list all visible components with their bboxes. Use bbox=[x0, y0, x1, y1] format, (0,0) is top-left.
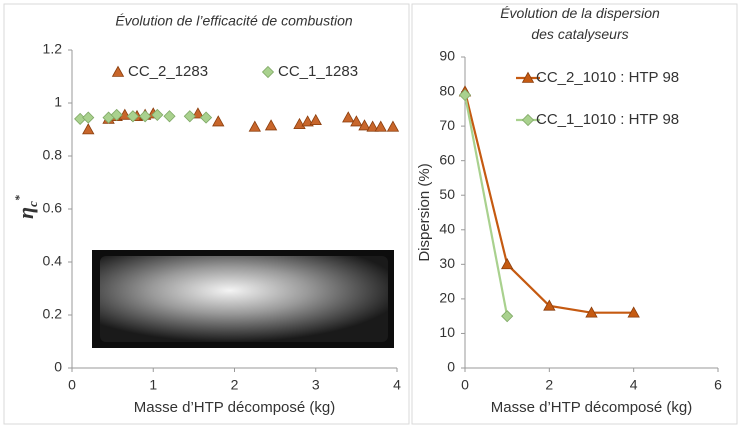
y-tick-label: 0.8 bbox=[43, 147, 63, 163]
legend-label: CC_2_1283 bbox=[128, 63, 208, 80]
marker bbox=[301, 115, 314, 127]
marker bbox=[342, 111, 355, 123]
y-tick-label: 90 bbox=[439, 48, 455, 64]
x-tick-label: 6 bbox=[714, 377, 722, 393]
marker bbox=[500, 258, 514, 270]
marker bbox=[458, 88, 472, 102]
marker bbox=[543, 299, 556, 311]
marker bbox=[82, 123, 95, 135]
y-tick-label: 10 bbox=[439, 324, 455, 340]
legend-label: CC_1_1283 bbox=[278, 63, 358, 80]
marker bbox=[501, 310, 514, 323]
x-tick-label: 4 bbox=[393, 377, 401, 393]
marker bbox=[183, 110, 196, 123]
x-tick-label: 3 bbox=[312, 377, 320, 393]
y-tick-label: 0 bbox=[447, 359, 455, 375]
marker bbox=[261, 65, 275, 79]
y-label-sup: * bbox=[12, 194, 26, 201]
x-axis-label: Masse d’HTP décomposé (kg) bbox=[134, 399, 335, 416]
y-tick-label: 1.2 bbox=[43, 41, 63, 57]
marker bbox=[82, 111, 95, 124]
marker bbox=[627, 306, 640, 318]
marker bbox=[110, 108, 123, 121]
marker bbox=[163, 110, 176, 123]
y-tick-label: 0 bbox=[54, 359, 62, 375]
title-line: Évolution de la dispersion bbox=[500, 5, 660, 21]
y-tick-label: 0.6 bbox=[43, 200, 63, 216]
y-tick-label: 70 bbox=[439, 117, 455, 133]
right-panel bbox=[411, 3, 738, 425]
x-axis-label: Masse d’HTP décomposé (kg) bbox=[491, 399, 692, 416]
marker bbox=[521, 71, 535, 83]
left-panel bbox=[3, 3, 410, 425]
marker bbox=[309, 113, 322, 126]
y-tick-label: 0.4 bbox=[43, 253, 63, 269]
marker bbox=[521, 113, 535, 127]
marker bbox=[366, 120, 379, 132]
legend-label: CC_1_1010 : HTP 98 bbox=[536, 111, 679, 128]
y-tick-label: 60 bbox=[439, 151, 455, 167]
x-tick-label: 1 bbox=[149, 377, 157, 393]
y-tick-label: 20 bbox=[439, 290, 455, 306]
marker bbox=[212, 115, 225, 127]
y-label-sub: c bbox=[25, 201, 40, 207]
marker bbox=[386, 120, 400, 132]
series-line bbox=[463, 94, 509, 317]
flame-photo bbox=[100, 256, 388, 342]
marker bbox=[151, 108, 164, 121]
marker bbox=[358, 119, 371, 131]
marker bbox=[111, 65, 125, 77]
x-tick-label: 0 bbox=[68, 377, 76, 393]
y-tick-label: 80 bbox=[439, 82, 455, 98]
marker bbox=[350, 115, 363, 127]
title-line: des catalyseurs bbox=[531, 26, 628, 42]
x-tick-label: 2 bbox=[231, 377, 239, 393]
marker bbox=[374, 120, 387, 132]
x-tick-label: 2 bbox=[545, 377, 553, 393]
legend-label: CC_2_1010 : HTP 98 bbox=[536, 69, 679, 86]
marker bbox=[139, 110, 152, 123]
y-tick-label: 40 bbox=[439, 220, 455, 236]
y-tick-label: 50 bbox=[439, 186, 455, 202]
y-axis-label: ηc* bbox=[12, 194, 40, 219]
marker bbox=[199, 111, 213, 124]
y-label-symbol: η bbox=[13, 207, 38, 219]
marker bbox=[264, 119, 278, 131]
chart-title: Évolution de l’efficacité de combustion bbox=[115, 13, 353, 29]
marker bbox=[585, 306, 598, 318]
y-axis-label: Dispersion (%) bbox=[416, 163, 433, 261]
marker bbox=[126, 110, 140, 123]
marker bbox=[248, 120, 261, 132]
x-tick-label: 0 bbox=[461, 377, 469, 393]
y-tick-label: 30 bbox=[439, 255, 455, 271]
chart-title: Évolution de la dispersion des catalyseur… bbox=[500, 5, 660, 42]
marker bbox=[191, 107, 205, 119]
x-tick-label: 4 bbox=[630, 377, 638, 393]
y-tick-label: 0.2 bbox=[43, 306, 63, 322]
y-tick-label: 1 bbox=[54, 94, 62, 110]
